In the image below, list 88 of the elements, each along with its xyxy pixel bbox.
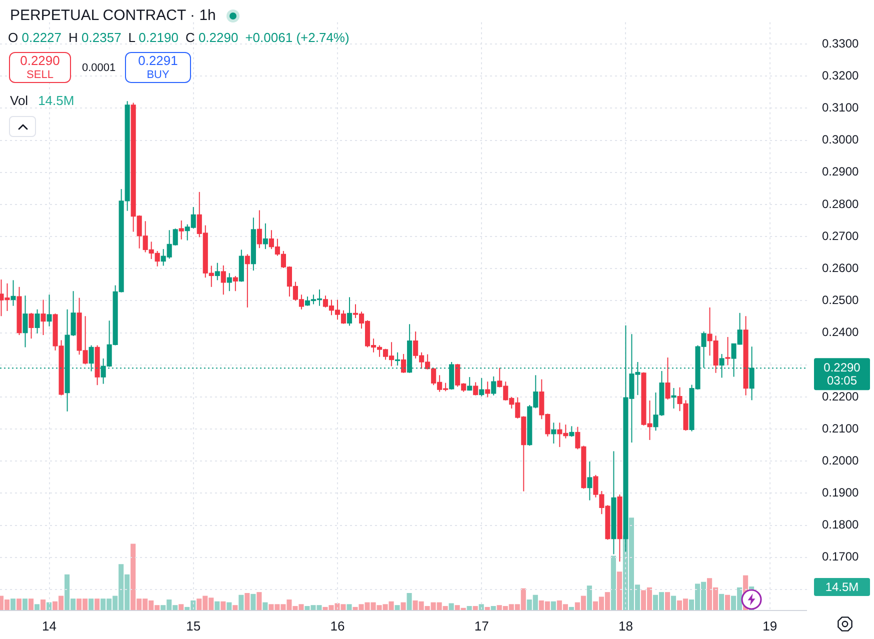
bar bbox=[719, 594, 724, 611]
candlestick bbox=[479, 378, 484, 397]
bar bbox=[725, 594, 730, 611]
y-tick-label: 0.3300 bbox=[822, 36, 860, 50]
candlestick bbox=[346, 296, 352, 326]
annotation: BUY bbox=[146, 68, 170, 82]
candlestick bbox=[569, 426, 574, 438]
annotation: H 0.2357 bbox=[68, 30, 122, 45]
candlestick bbox=[232, 276, 238, 292]
bar bbox=[407, 593, 412, 611]
collapse-button[interactable] bbox=[9, 116, 36, 137]
candlestick bbox=[665, 357, 670, 400]
y-tick-label: 0.2900 bbox=[822, 164, 860, 179]
bar bbox=[665, 592, 670, 611]
y-tick-label: 0.2100 bbox=[822, 421, 860, 436]
bar bbox=[671, 596, 676, 611]
chart-title: PERPETUAL CONTRACT · 1h bbox=[10, 7, 216, 25]
candlestick bbox=[491, 376, 496, 396]
bar bbox=[94, 598, 100, 611]
annotation: +0.0061 (+2.74%) bbox=[245, 30, 350, 45]
bar bbox=[244, 593, 250, 611]
buy-button[interactable]: 0.2291 BUY bbox=[125, 52, 191, 83]
bar bbox=[256, 592, 262, 611]
candlestick bbox=[214, 262, 220, 281]
y-tick-label: 0.2400 bbox=[822, 325, 860, 340]
candlestick bbox=[28, 312, 34, 340]
annotation: O 0.2227 bbox=[8, 30, 62, 45]
x-tick-label: 17 bbox=[474, 618, 489, 634]
candlestick bbox=[220, 264, 226, 296]
y-tick-label: 0.3000 bbox=[822, 132, 860, 147]
candlestick bbox=[40, 299, 46, 336]
candlestick bbox=[725, 336, 730, 366]
annotation: 14.5M bbox=[38, 93, 74, 108]
y-tick-label: 0.3100 bbox=[822, 100, 860, 115]
bar bbox=[238, 594, 244, 611]
candlestick bbox=[46, 294, 52, 327]
candlestick bbox=[551, 422, 556, 444]
candlestick bbox=[10, 280, 16, 306]
candlestick bbox=[587, 460, 592, 501]
candlestick bbox=[244, 254, 250, 308]
y-tick-label: 0.2700 bbox=[822, 228, 860, 243]
candlestick bbox=[473, 382, 478, 396]
y-tick-label: 0.1900 bbox=[822, 486, 860, 500]
bar bbox=[28, 598, 34, 611]
ref-line-label: 0.2290 bbox=[824, 360, 861, 374]
annotation: C 0.2290 bbox=[185, 30, 238, 45]
candlestick bbox=[178, 220, 184, 240]
x-tick-label: 18 bbox=[618, 618, 633, 634]
y-tick-label: 0.2000 bbox=[822, 453, 860, 468]
bar bbox=[22, 598, 28, 611]
candlestick bbox=[401, 353, 406, 374]
bar bbox=[617, 572, 622, 611]
candlestick bbox=[671, 387, 676, 410]
candlestick bbox=[256, 210, 262, 249]
x-tick-label: 16 bbox=[330, 618, 345, 634]
annotation: 0.2291 bbox=[138, 52, 178, 68]
text: 14.5M bbox=[814, 578, 870, 596]
x-tick-label: 19 bbox=[762, 618, 778, 634]
bar bbox=[88, 598, 94, 611]
bar bbox=[611, 556, 616, 611]
bar bbox=[587, 586, 592, 611]
y-tick-label: 0.1800 bbox=[822, 518, 860, 532]
candlestick bbox=[262, 222, 268, 250]
bar bbox=[40, 600, 46, 611]
annotation: 0.2290 bbox=[20, 52, 60, 68]
bar bbox=[16, 598, 22, 611]
y-tick-label: 0.2200 bbox=[822, 389, 860, 404]
bar bbox=[10, 598, 16, 611]
candlestick bbox=[22, 295, 28, 348]
annotation: 0.0001 bbox=[82, 62, 116, 75]
candlestick bbox=[34, 308, 40, 334]
annotation: SELL bbox=[26, 68, 54, 82]
annotation: L 0.2190 bbox=[128, 30, 178, 45]
candlestick bbox=[226, 272, 232, 292]
y-tick-label: 0.2500 bbox=[822, 293, 860, 308]
sell-button[interactable]: 0.2290 SELL bbox=[9, 52, 71, 83]
bar bbox=[346, 604, 352, 611]
candlestick bbox=[485, 381, 490, 398]
candlestick bbox=[467, 376, 472, 392]
y-tick-label: 0.3200 bbox=[822, 68, 860, 82]
text: 03:05 bbox=[826, 373, 858, 388]
x-tick-label: 15 bbox=[186, 618, 201, 634]
y-tick-label: 0.2800 bbox=[822, 196, 860, 211]
y-tick-label: 0.1700 bbox=[822, 550, 860, 564]
x-tick-label: 14 bbox=[42, 618, 57, 634]
bar bbox=[250, 594, 256, 611]
annotation: Vol bbox=[10, 93, 28, 108]
y-tick-label: 0.2600 bbox=[822, 260, 860, 275]
